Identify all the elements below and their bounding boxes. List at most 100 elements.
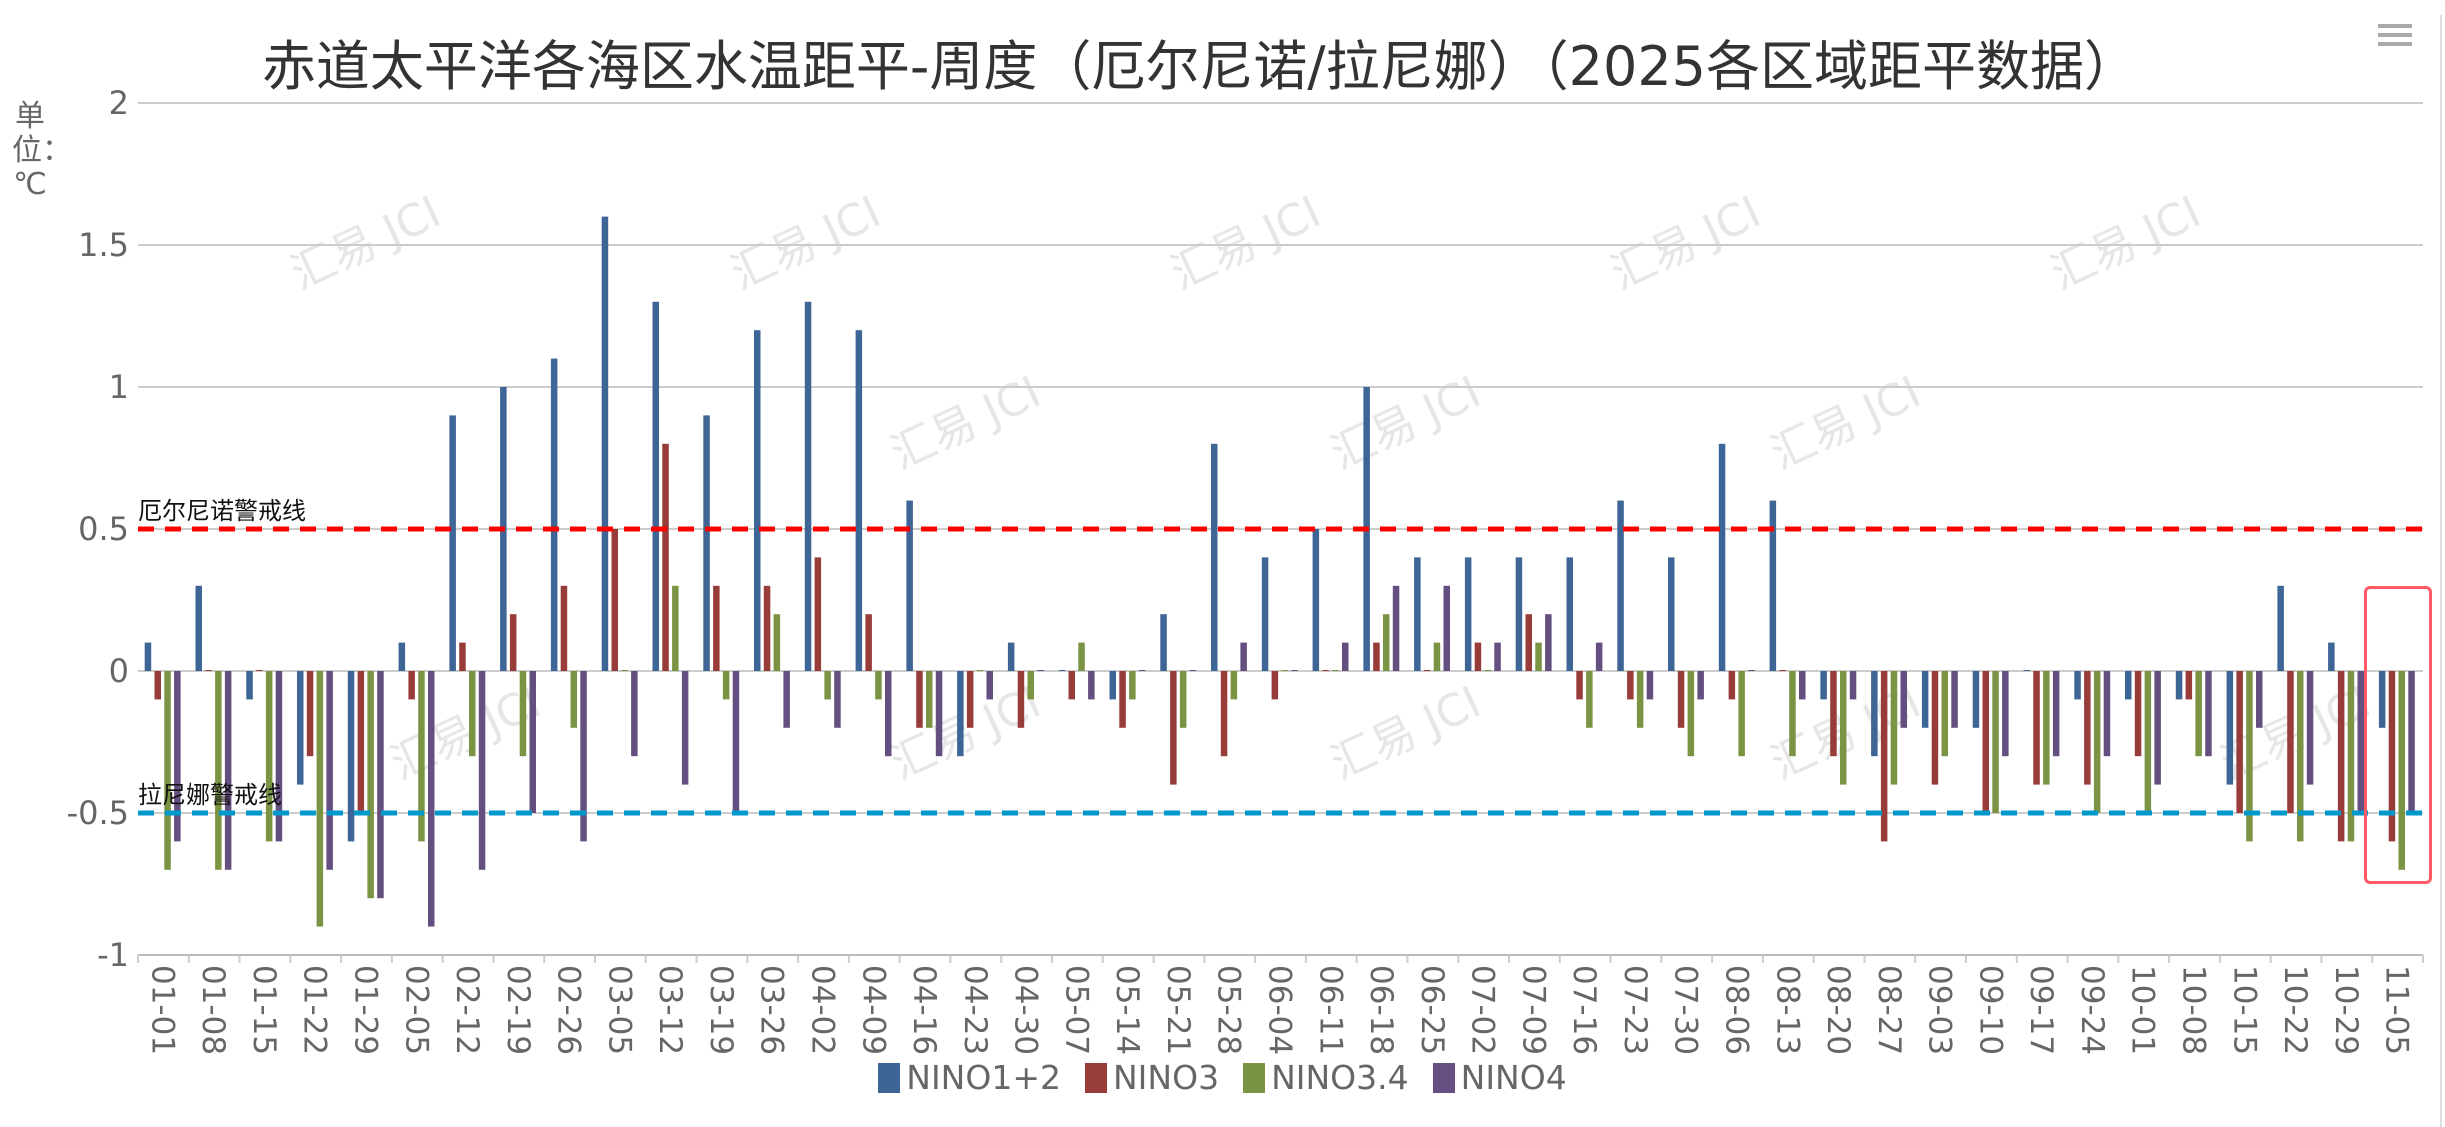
bar-nino3-03-26 bbox=[763, 585, 771, 671]
bar-nino12-04-02 bbox=[804, 301, 812, 671]
bar-nino34-01-22 bbox=[316, 671, 324, 927]
x-tick-label: 07-16 bbox=[1566, 965, 1602, 1055]
x-tick-label: 09-24 bbox=[2074, 965, 2110, 1055]
bar-nino3-03-19 bbox=[713, 585, 720, 671]
bar-nino3-07-23 bbox=[1627, 671, 1634, 700]
watermark-text: 汇易 JCI bbox=[283, 187, 448, 300]
x-tick-label: 06-18 bbox=[1363, 965, 1399, 1055]
bar-nino34-10-29 bbox=[2347, 671, 2355, 842]
bar-nino12-03-19 bbox=[703, 415, 710, 671]
bar-nino34-05-07 bbox=[1078, 642, 1085, 671]
x-tick-label: 10-29 bbox=[2328, 965, 2364, 1055]
bar-nino4-07-02 bbox=[1494, 642, 1501, 671]
bar-nino3-08-06 bbox=[1728, 671, 1736, 700]
watermark-text: 汇易 JCI bbox=[1763, 367, 1928, 480]
panel-border bbox=[2440, 15, 2442, 1127]
y-tick-label: 1 bbox=[109, 368, 129, 406]
bar-nino34-02-05 bbox=[418, 671, 425, 842]
bar-nino12-01-01 bbox=[144, 642, 152, 671]
bar-nino3-01-01 bbox=[154, 671, 161, 700]
bar-nino3-04-16 bbox=[916, 671, 923, 728]
bar-nino12-06-11 bbox=[1312, 529, 1320, 671]
x-tick-label: 07-23 bbox=[1617, 965, 1653, 1055]
bar-nino4-10-08 bbox=[2205, 671, 2212, 757]
warning-line-label: 拉尼娜警戒线 bbox=[138, 781, 282, 809]
bar-nino34-07-09 bbox=[1535, 642, 1542, 671]
bar-nino4-10-29 bbox=[2357, 671, 2364, 813]
bar-nino12-09-17 bbox=[2023, 670, 2030, 671]
bar-nino12-02-05 bbox=[398, 642, 406, 671]
bar-nino12-11-05 bbox=[2378, 671, 2386, 728]
bar-nino4-08-06 bbox=[1748, 670, 1755, 671]
bar-nino3-05-07 bbox=[1068, 671, 1075, 700]
y-tick-label: 2 bbox=[109, 84, 129, 122]
bar-nino34-07-30 bbox=[1687, 671, 1695, 757]
bar-nino4-02-19 bbox=[529, 671, 536, 813]
x-tick-label: 05-07 bbox=[1058, 965, 1094, 1055]
x-tick-label: 03-19 bbox=[703, 965, 739, 1055]
bar-nino12-03-26 bbox=[754, 330, 761, 671]
bar-nino34-09-03 bbox=[1941, 671, 1948, 757]
bar-nino12-01-22 bbox=[297, 671, 304, 785]
y-tick-label: 0.5 bbox=[78, 510, 129, 548]
x-tick-label: 04-02 bbox=[805, 965, 841, 1055]
bar-nino34-03-12 bbox=[672, 585, 679, 671]
bar-nino34-05-14 bbox=[1129, 671, 1136, 700]
legend-swatch bbox=[1432, 1062, 1455, 1093]
bar-nino12-04-09 bbox=[855, 330, 863, 671]
bar-nino12-03-12 bbox=[652, 301, 659, 671]
bar-nino4-03-05 bbox=[631, 671, 638, 757]
x-tick-label: 07-09 bbox=[1515, 965, 1551, 1055]
watermark-text: 汇易 JCI bbox=[1163, 187, 1328, 300]
bar-nino12-02-26 bbox=[550, 358, 558, 671]
bar-nino4-03-19 bbox=[732, 671, 740, 813]
bar-nino4-01-29 bbox=[377, 671, 384, 899]
x-tick-label: 11-05 bbox=[2379, 965, 2415, 1055]
bar-nino34-10-01 bbox=[2144, 671, 2152, 813]
x-tick-label: 10-08 bbox=[2176, 965, 2212, 1055]
x-tick-label: 06-11 bbox=[1312, 965, 1348, 1055]
bar-nino34-08-27 bbox=[1890, 671, 1898, 785]
bar-nino34-03-05 bbox=[621, 670, 628, 671]
legend-item-nino4[interactable]: NINO4 bbox=[1432, 1058, 1567, 1097]
bar-nino3-05-28 bbox=[1220, 671, 1228, 757]
bar-nino12-06-25 bbox=[1414, 557, 1421, 671]
x-tick-label: 03-05 bbox=[601, 965, 637, 1055]
hamburger-menu-icon[interactable] bbox=[2378, 20, 2412, 48]
y-axis-label: 单位：℃ bbox=[12, 99, 72, 202]
bar-nino3-03-12 bbox=[662, 443, 669, 671]
bar-nino3-09-17 bbox=[2033, 671, 2040, 785]
bar-nino3-10-15 bbox=[2236, 671, 2243, 813]
bar-nino4-02-05 bbox=[428, 671, 435, 927]
bar-nino12-08-20 bbox=[1820, 671, 1827, 700]
legend: NINO1+2 NINO3 NINO3.4 NINO4 bbox=[0, 1058, 2445, 1097]
x-tick-label: 04-23 bbox=[957, 965, 993, 1055]
legend-item-nino12[interactable]: NINO1+2 bbox=[878, 1058, 1061, 1097]
bar-nino12-09-10 bbox=[1972, 671, 1980, 728]
bar-series bbox=[144, 216, 2415, 927]
legend-label: NINO3.4 bbox=[1271, 1058, 1409, 1097]
bar-nino4-01-22 bbox=[326, 671, 333, 870]
x-tick-label: 05-21 bbox=[1160, 965, 1196, 1055]
bar-nino12-10-29 bbox=[2328, 642, 2335, 671]
bar-nino4-01-08 bbox=[224, 671, 232, 870]
bar-nino12-09-03 bbox=[1921, 671, 1929, 728]
bar-nino4-01-15 bbox=[275, 671, 283, 842]
watermark-text: 汇易 JCI bbox=[883, 367, 1048, 480]
x-tick-label: 08-20 bbox=[1820, 965, 1856, 1055]
legend-item-nino3[interactable]: NINO3 bbox=[1085, 1058, 1219, 1097]
bar-nino3-04-23 bbox=[966, 671, 974, 728]
legend-label: NINO4 bbox=[1460, 1058, 1567, 1097]
bar-nino3-02-12 bbox=[459, 642, 466, 671]
bar-nino3-02-05 bbox=[408, 671, 415, 700]
bar-nino12-08-13 bbox=[1769, 500, 1777, 671]
bar-nino34-07-02 bbox=[1484, 670, 1491, 671]
bar-nino3-06-11 bbox=[1322, 670, 1329, 671]
highlight-box-latest-week bbox=[2364, 586, 2432, 884]
x-tick-label: 05-28 bbox=[1211, 965, 1247, 1055]
legend-item-nino34[interactable]: NINO3.4 bbox=[1243, 1058, 1409, 1097]
bar-nino4-04-09 bbox=[885, 671, 892, 757]
bar-nino12-08-06 bbox=[1718, 443, 1726, 671]
bar-nino3-06-04 bbox=[1271, 671, 1279, 700]
bar-nino4-09-17 bbox=[2052, 671, 2060, 757]
